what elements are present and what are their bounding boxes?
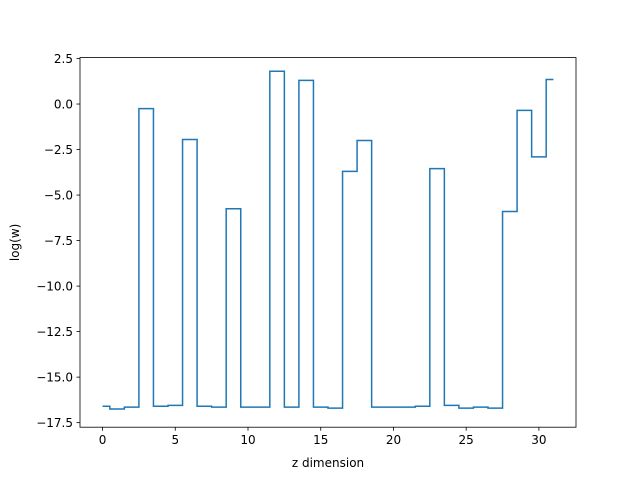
y-tick-label: −15.0 (36, 370, 73, 384)
x-axis-label: z dimension (292, 456, 364, 470)
x-tick-label: 15 (313, 433, 328, 447)
x-tick-label: 10 (240, 433, 255, 447)
y-tick-label: −12.5 (36, 325, 73, 339)
y-tick-label: −2.5 (44, 143, 73, 157)
y-tick-label: −17.5 (36, 416, 73, 430)
y-tick-label: 2.5 (54, 52, 73, 66)
x-tick-label: 30 (531, 433, 546, 447)
x-axis: 0 5 10 15 20 25 30 (99, 427, 547, 447)
plot-frame (79, 57, 577, 428)
series-line-0 (102, 70, 554, 410)
plot-layer (102, 70, 554, 410)
x-tick-label: 0 (99, 433, 107, 447)
y-tick-label: −5.0 (44, 188, 73, 202)
x-tick-label: 25 (459, 433, 474, 447)
y-tick-label: −7.5 (44, 234, 73, 248)
y-tick-label: 0.0 (54, 97, 73, 111)
x-tick-label: 20 (386, 433, 401, 447)
x-tick-label: 5 (171, 433, 179, 447)
y-tick-label: −10.0 (36, 279, 73, 293)
y-axis-label: log(w) (8, 224, 22, 261)
y-axis: 2.5 0.0 −2.5 −5.0 −7.5 −10.0 −12.5 −15.0 −17.5 (36, 52, 80, 430)
